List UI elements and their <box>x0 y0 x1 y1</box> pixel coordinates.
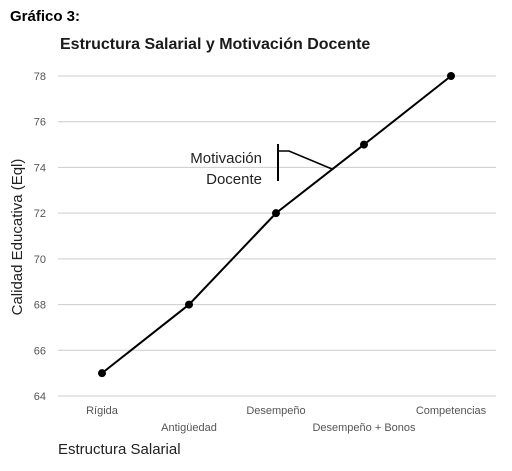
annotation-line1: Motivación <box>190 150 262 167</box>
annotation-motivacion-docente: Motivación Docente <box>190 144 333 188</box>
y-axis-label: Calidad Educativa (Eql) <box>9 159 26 316</box>
x-tick-labels: Rígida Antigüedad Desempeño Desempeño + Bon… <box>86 405 487 434</box>
x-axis-label: Estructura Salarial <box>58 441 181 458</box>
data-point <box>272 209 280 218</box>
figure-label: Gráfico 3: <box>10 8 81 25</box>
grid-layer <box>58 75 496 397</box>
annotation-pointer <box>278 150 333 170</box>
x-tick-label: Desempeño <box>246 405 305 417</box>
y-tick-label: 66 <box>34 345 46 357</box>
x-tick-label: Rígida <box>86 405 119 417</box>
y-tick-label: 76 <box>34 117 46 129</box>
data-point <box>98 369 106 378</box>
x-tick-label: Desempeño + Bonos <box>312 422 416 434</box>
x-tick-label: Antigüedad <box>161 422 217 434</box>
y-tick-labels: 64 66 68 70 72 74 76 78 <box>34 71 46 403</box>
data-point <box>360 140 368 149</box>
y-tick-label: 78 <box>34 71 46 83</box>
y-tick-label: 64 <box>34 391 46 403</box>
chart-title: Estructura Salarial y Motivación Docente <box>60 36 371 53</box>
y-tick-label: 70 <box>34 254 46 266</box>
data-point <box>447 72 455 80</box>
annotation-line2: Docente <box>206 171 262 188</box>
y-tick-label: 68 <box>34 300 46 312</box>
x-tick-label: Competencias <box>416 405 487 417</box>
series-layer <box>98 72 455 378</box>
y-tick-label: 74 <box>34 162 46 174</box>
y-tick-label: 72 <box>34 208 46 220</box>
series-line <box>101 75 452 374</box>
data-point <box>185 300 193 309</box>
